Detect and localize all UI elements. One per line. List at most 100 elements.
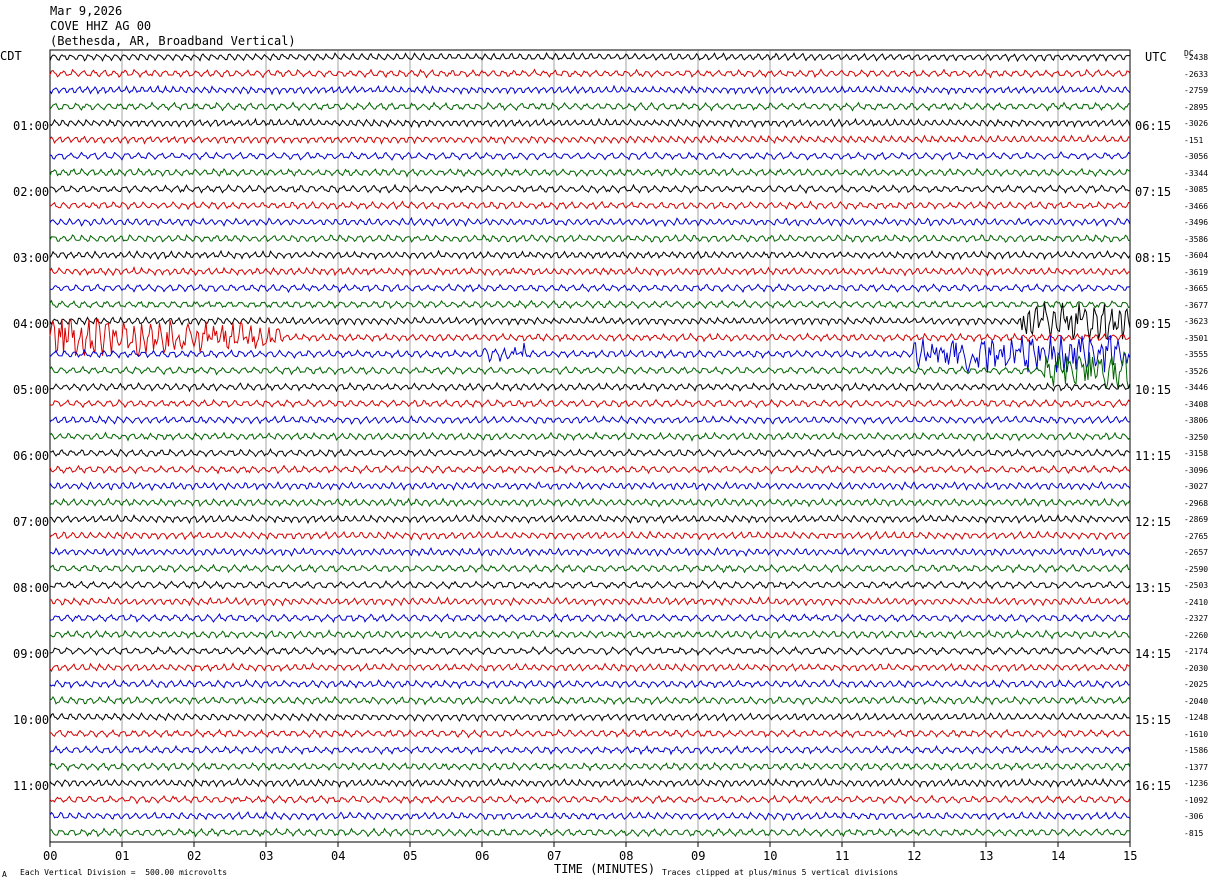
plot-frame bbox=[49, 49, 1131, 843]
trace-29 bbox=[49, 513, 1131, 525]
trace-offset-label: -3446 bbox=[1184, 383, 1209, 392]
trace-offset-label: -3056 bbox=[1184, 152, 1209, 161]
trace-offset-label: -3501 bbox=[1184, 333, 1209, 343]
trace-20 bbox=[49, 351, 1131, 389]
right-time-label: 13:15 bbox=[1135, 581, 1172, 595]
trace-offset-label: -2765 bbox=[1184, 531, 1209, 541]
trace-offset-label: -2327 bbox=[1184, 614, 1209, 623]
trace-offset-label: -3096 bbox=[1184, 465, 1209, 475]
trace-36 bbox=[49, 629, 1131, 640]
trace-offset-label: -2633 bbox=[1184, 69, 1209, 79]
trace-offset-label: -1377 bbox=[1184, 762, 1209, 772]
trace-3 bbox=[49, 84, 1131, 96]
left-time-label: 04:00 bbox=[13, 317, 50, 331]
trace-1 bbox=[49, 51, 1130, 63]
trace-11 bbox=[49, 216, 1131, 228]
x-tick-label: 08 bbox=[619, 849, 634, 863]
left-time-label: 03:00 bbox=[13, 251, 50, 265]
right-time-label: 12:15 bbox=[1135, 515, 1172, 529]
x-tick-label: 14 bbox=[1051, 849, 1066, 863]
trace-21 bbox=[49, 381, 1131, 393]
corner-mark: A bbox=[2, 870, 7, 879]
right-time-label: 16:15 bbox=[1135, 779, 1172, 793]
trace-offset-label: -1248 bbox=[1184, 713, 1209, 722]
trace-offset-label: -3604 bbox=[1184, 251, 1209, 260]
x-tick-label: 06 bbox=[475, 849, 490, 863]
left-time-label: 05:00 bbox=[13, 383, 50, 397]
trace-5 bbox=[49, 117, 1131, 129]
trace-2 bbox=[49, 68, 1131, 79]
trace-38 bbox=[49, 662, 1131, 673]
left-time-label: 07:00 bbox=[13, 515, 50, 529]
trace-15 bbox=[49, 282, 1131, 294]
trace-45 bbox=[49, 777, 1131, 789]
trace-offset-label: -1586 bbox=[1184, 746, 1209, 755]
trace-25 bbox=[49, 447, 1131, 458]
left-time-label: 01:00 bbox=[13, 119, 50, 133]
left-time-label: 10:00 bbox=[13, 713, 50, 727]
trace-offset-label: -3555 bbox=[1184, 350, 1209, 359]
trace-offset-label: -1610 bbox=[1184, 729, 1209, 739]
trace-13 bbox=[49, 249, 1131, 261]
right-time-label: 14:15 bbox=[1135, 647, 1172, 661]
record-date: Mar 9,2026 bbox=[50, 4, 123, 18]
trace-offset-label: -2759 bbox=[1184, 86, 1209, 95]
left-time-label: 11:00 bbox=[13, 779, 50, 793]
trace-offset-label: -306 bbox=[1184, 812, 1204, 821]
trace-offset-label: -815 bbox=[1184, 828, 1204, 838]
trace-offset-label: -151 bbox=[1184, 135, 1204, 145]
left-time-label: 06:00 bbox=[13, 449, 50, 463]
trace-46 bbox=[49, 794, 1131, 805]
clip-note: Traces clipped at plus/minus 5 vertical … bbox=[662, 868, 899, 877]
trace-offset-label: -2590 bbox=[1184, 564, 1209, 574]
trace-offset-label: -2503 bbox=[1184, 581, 1209, 590]
trace-offset-label: -2869 bbox=[1184, 515, 1209, 524]
trace-offset-label: -2260 bbox=[1184, 630, 1209, 640]
trace-offset-label: -3085 bbox=[1184, 185, 1209, 194]
x-tick-label: 03 bbox=[259, 849, 274, 863]
trace-offset-label: -1236 bbox=[1184, 779, 1209, 788]
dc-label: DC bbox=[1184, 49, 1194, 58]
left-time-label: 08:00 bbox=[13, 581, 50, 595]
right-time-label: 10:15 bbox=[1135, 383, 1172, 397]
trace-offset-label: -3027 bbox=[1184, 482, 1209, 491]
trace-40 bbox=[49, 695, 1131, 706]
trace-32 bbox=[49, 563, 1131, 574]
trace-10 bbox=[49, 200, 1131, 211]
trace-28 bbox=[49, 497, 1131, 508]
trace-offset-label: -3619 bbox=[1184, 267, 1209, 277]
trace-offset-label: -3586 bbox=[1184, 234, 1209, 244]
right-timezone: UTC bbox=[1145, 50, 1167, 64]
x-axis-label: TIME (MINUTES) bbox=[554, 862, 656, 876]
trace-offset-label: -2040 bbox=[1184, 696, 1209, 706]
trace-16 bbox=[49, 299, 1131, 310]
trace-offset-label: -3158 bbox=[1184, 449, 1209, 458]
trace-12 bbox=[49, 234, 1131, 243]
trace-9 bbox=[50, 183, 1131, 195]
trace-24 bbox=[49, 431, 1131, 442]
x-tick-label: 15 bbox=[1123, 849, 1138, 863]
trace-offset-label: -3466 bbox=[1184, 201, 1209, 211]
trace-34 bbox=[49, 596, 1131, 607]
right-time-label: 15:15 bbox=[1135, 713, 1172, 727]
x-tick-label: 10 bbox=[763, 849, 778, 863]
trace-6 bbox=[49, 134, 1131, 145]
scale-note: Each Vertical Division = 500.00 microvol… bbox=[20, 868, 228, 877]
trace-44 bbox=[49, 761, 1131, 772]
trace-19 bbox=[49, 334, 1131, 374]
trace-offset-label: -3526 bbox=[1184, 366, 1209, 376]
right-time-label: 09:15 bbox=[1135, 317, 1172, 331]
x-tick-label: 02 bbox=[187, 849, 202, 863]
trace-43 bbox=[49, 744, 1131, 756]
trace-37 bbox=[49, 645, 1131, 657]
x-tick-label: 07 bbox=[547, 849, 562, 863]
trace-offset-label: -3496 bbox=[1184, 218, 1209, 227]
trace-18 bbox=[49, 318, 1131, 357]
x-tick-label: 11 bbox=[835, 849, 850, 863]
trace-offset-label: -2657 bbox=[1184, 548, 1209, 557]
trace-31 bbox=[49, 546, 1131, 558]
trace-offset-label: -3344 bbox=[1184, 168, 1209, 178]
trace-8 bbox=[49, 167, 1131, 178]
right-time-label: 07:15 bbox=[1135, 185, 1172, 199]
